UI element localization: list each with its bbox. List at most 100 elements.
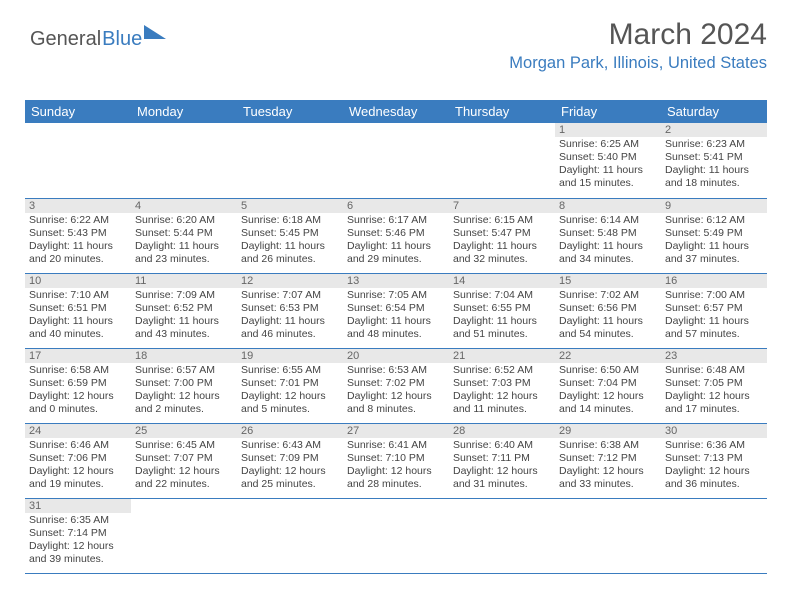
calendar-cell: 24Sunrise: 6:46 AMSunset: 7:06 PMDayligh… — [25, 423, 131, 498]
day-number: 7 — [449, 199, 555, 213]
calendar-row: 31Sunrise: 6:35 AMSunset: 7:14 PMDayligh… — [25, 498, 767, 573]
day-header: Sunday — [25, 100, 131, 123]
day-number: 2 — [661, 123, 767, 137]
calendar-cell: 31Sunrise: 6:35 AMSunset: 7:14 PMDayligh… — [25, 498, 131, 573]
calendar-cell: 9Sunrise: 6:12 AMSunset: 5:49 PMDaylight… — [661, 198, 767, 273]
day-content: Sunrise: 7:07 AMSunset: 6:53 PMDaylight:… — [237, 288, 343, 344]
calendar-cell: 2Sunrise: 6:23 AMSunset: 5:41 PMDaylight… — [661, 123, 767, 198]
day-number: 11 — [131, 274, 237, 288]
calendar-cell: 10Sunrise: 7:10 AMSunset: 6:51 PMDayligh… — [25, 273, 131, 348]
calendar-cell: 6Sunrise: 6:17 AMSunset: 5:46 PMDaylight… — [343, 198, 449, 273]
day-number: 19 — [237, 349, 343, 363]
logo-text-general: General — [30, 28, 101, 51]
calendar-cell: 18Sunrise: 6:57 AMSunset: 7:00 PMDayligh… — [131, 348, 237, 423]
day-content: Sunrise: 6:40 AMSunset: 7:11 PMDaylight:… — [449, 438, 555, 494]
day-content: Sunrise: 6:48 AMSunset: 7:05 PMDaylight:… — [661, 363, 767, 419]
day-number: 1 — [555, 123, 661, 137]
calendar-cell: 29Sunrise: 6:38 AMSunset: 7:12 PMDayligh… — [555, 423, 661, 498]
calendar-cell: 15Sunrise: 7:02 AMSunset: 6:56 PMDayligh… — [555, 273, 661, 348]
day-content: Sunrise: 6:17 AMSunset: 5:46 PMDaylight:… — [343, 213, 449, 269]
calendar-cell — [343, 498, 449, 573]
day-header: Wednesday — [343, 100, 449, 123]
day-number: 23 — [661, 349, 767, 363]
day-content: Sunrise: 6:22 AMSunset: 5:43 PMDaylight:… — [25, 213, 131, 269]
day-content: Sunrise: 6:46 AMSunset: 7:06 PMDaylight:… — [25, 438, 131, 494]
day-number: 8 — [555, 199, 661, 213]
day-number: 21 — [449, 349, 555, 363]
calendar-cell — [449, 498, 555, 573]
calendar-cell: 11Sunrise: 7:09 AMSunset: 6:52 PMDayligh… — [131, 273, 237, 348]
day-content: Sunrise: 7:05 AMSunset: 6:54 PMDaylight:… — [343, 288, 449, 344]
logo: General Blue — [30, 28, 166, 51]
calendar-cell: 19Sunrise: 6:55 AMSunset: 7:01 PMDayligh… — [237, 348, 343, 423]
day-number: 10 — [25, 274, 131, 288]
day-content: Sunrise: 6:53 AMSunset: 7:02 PMDaylight:… — [343, 363, 449, 419]
day-number: 20 — [343, 349, 449, 363]
day-number: 24 — [25, 424, 131, 438]
day-number: 25 — [131, 424, 237, 438]
day-content: Sunrise: 7:00 AMSunset: 6:57 PMDaylight:… — [661, 288, 767, 344]
day-content: Sunrise: 6:55 AMSunset: 7:01 PMDaylight:… — [237, 363, 343, 419]
day-number: 28 — [449, 424, 555, 438]
day-content: Sunrise: 6:45 AMSunset: 7:07 PMDaylight:… — [131, 438, 237, 494]
calendar-cell: 14Sunrise: 7:04 AMSunset: 6:55 PMDayligh… — [449, 273, 555, 348]
calendar-table: SundayMondayTuesdayWednesdayThursdayFrid… — [25, 100, 767, 574]
day-number: 4 — [131, 199, 237, 213]
calendar-row: 24Sunrise: 6:46 AMSunset: 7:06 PMDayligh… — [25, 423, 767, 498]
calendar-cell — [131, 498, 237, 573]
header-right: March 2024 Morgan Park, Illinois, United… — [509, 18, 767, 73]
calendar-cell — [555, 498, 661, 573]
day-content: Sunrise: 6:35 AMSunset: 7:14 PMDaylight:… — [25, 513, 131, 569]
day-content: Sunrise: 6:41 AMSunset: 7:10 PMDaylight:… — [343, 438, 449, 494]
day-number: 17 — [25, 349, 131, 363]
day-content: Sunrise: 6:15 AMSunset: 5:47 PMDaylight:… — [449, 213, 555, 269]
calendar-cell — [661, 498, 767, 573]
day-number: 27 — [343, 424, 449, 438]
calendar-cell — [449, 123, 555, 198]
calendar-cell: 30Sunrise: 6:36 AMSunset: 7:13 PMDayligh… — [661, 423, 767, 498]
calendar-cell — [237, 498, 343, 573]
day-number: 26 — [237, 424, 343, 438]
calendar-row: 1Sunrise: 6:25 AMSunset: 5:40 PMDaylight… — [25, 123, 767, 198]
logo-sail-icon — [144, 25, 166, 44]
day-header: Saturday — [661, 100, 767, 123]
calendar-cell: 7Sunrise: 6:15 AMSunset: 5:47 PMDaylight… — [449, 198, 555, 273]
calendar-header-row: SundayMondayTuesdayWednesdayThursdayFrid… — [25, 100, 767, 123]
day-content: Sunrise: 7:02 AMSunset: 6:56 PMDaylight:… — [555, 288, 661, 344]
day-number: 9 — [661, 199, 767, 213]
day-number: 14 — [449, 274, 555, 288]
calendar-row: 10Sunrise: 7:10 AMSunset: 6:51 PMDayligh… — [25, 273, 767, 348]
calendar-cell: 4Sunrise: 6:20 AMSunset: 5:44 PMDaylight… — [131, 198, 237, 273]
calendar-cell — [131, 123, 237, 198]
calendar-body: 1Sunrise: 6:25 AMSunset: 5:40 PMDaylight… — [25, 123, 767, 573]
day-number: 13 — [343, 274, 449, 288]
calendar-cell: 5Sunrise: 6:18 AMSunset: 5:45 PMDaylight… — [237, 198, 343, 273]
day-header: Thursday — [449, 100, 555, 123]
calendar-cell: 27Sunrise: 6:41 AMSunset: 7:10 PMDayligh… — [343, 423, 449, 498]
logo-text-blue: Blue — [102, 28, 142, 51]
day-content: Sunrise: 6:23 AMSunset: 5:41 PMDaylight:… — [661, 137, 767, 193]
day-number: 18 — [131, 349, 237, 363]
day-number: 29 — [555, 424, 661, 438]
calendar-cell: 13Sunrise: 7:05 AMSunset: 6:54 PMDayligh… — [343, 273, 449, 348]
day-content: Sunrise: 6:52 AMSunset: 7:03 PMDaylight:… — [449, 363, 555, 419]
calendar-cell: 21Sunrise: 6:52 AMSunset: 7:03 PMDayligh… — [449, 348, 555, 423]
day-content: Sunrise: 6:58 AMSunset: 6:59 PMDaylight:… — [25, 363, 131, 419]
calendar-cell: 20Sunrise: 6:53 AMSunset: 7:02 PMDayligh… — [343, 348, 449, 423]
day-number: 12 — [237, 274, 343, 288]
calendar-cell: 1Sunrise: 6:25 AMSunset: 5:40 PMDaylight… — [555, 123, 661, 198]
calendar-cell: 26Sunrise: 6:43 AMSunset: 7:09 PMDayligh… — [237, 423, 343, 498]
calendar-cell — [25, 123, 131, 198]
day-number: 15 — [555, 274, 661, 288]
day-header: Friday — [555, 100, 661, 123]
calendar-cell: 8Sunrise: 6:14 AMSunset: 5:48 PMDaylight… — [555, 198, 661, 273]
day-content: Sunrise: 6:14 AMSunset: 5:48 PMDaylight:… — [555, 213, 661, 269]
day-number: 31 — [25, 499, 131, 513]
day-content: Sunrise: 7:10 AMSunset: 6:51 PMDaylight:… — [25, 288, 131, 344]
calendar-row: 3Sunrise: 6:22 AMSunset: 5:43 PMDaylight… — [25, 198, 767, 273]
calendar-cell — [237, 123, 343, 198]
day-content: Sunrise: 6:43 AMSunset: 7:09 PMDaylight:… — [237, 438, 343, 494]
calendar-cell: 28Sunrise: 6:40 AMSunset: 7:11 PMDayligh… — [449, 423, 555, 498]
calendar-cell: 23Sunrise: 6:48 AMSunset: 7:05 PMDayligh… — [661, 348, 767, 423]
day-content: Sunrise: 6:25 AMSunset: 5:40 PMDaylight:… — [555, 137, 661, 193]
